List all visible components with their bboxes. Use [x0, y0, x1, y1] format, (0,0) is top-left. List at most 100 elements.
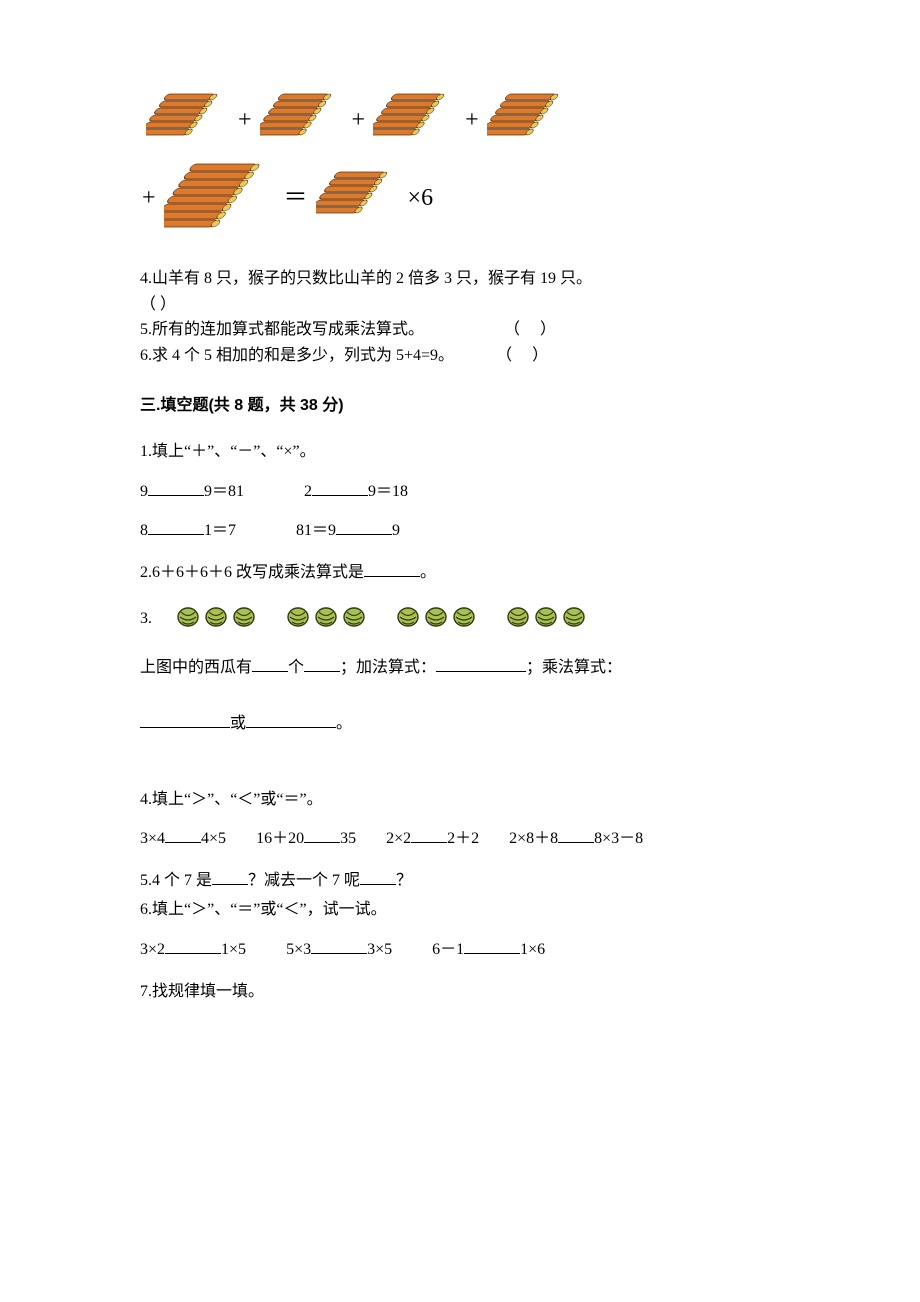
melon-icon [562, 605, 586, 627]
bundle-icon [146, 90, 230, 150]
blank[interactable] [252, 655, 288, 672]
blank[interactable] [148, 518, 204, 535]
blank[interactable] [311, 937, 367, 954]
txt: ？减去一个 7 呢 [248, 872, 360, 889]
tf-q4-text: 4.山羊有 8 只，猴子的只数比山羊的 2 倍多 3 只，猴子有 19 只。 [140, 270, 592, 287]
eq-item: 3×2 1×5 [140, 937, 246, 963]
blank[interactable] [148, 479, 204, 496]
fill-q3-line2: 或。 [140, 711, 780, 737]
melon-group [396, 605, 476, 627]
fill-q4-row: 3×44×5 16＋2035 2×22＋2 2×8＋88×3－8 [140, 826, 780, 852]
section-3-title: 三.填空题(共 8 题，共 38 分) [140, 393, 780, 419]
blank[interactable] [304, 655, 340, 672]
eq-item: 2 9＝18 [304, 479, 408, 505]
blank[interactable] [464, 937, 520, 954]
eq-item: 2×2 2＋2 [386, 826, 479, 852]
fill-q6-row: 3×2 1×5 5×33×5 6－11×6 [140, 937, 780, 963]
blank[interactable] [304, 826, 340, 843]
sticks-row-bottom: + ＝ ×6 [140, 160, 780, 236]
melon-icon [534, 605, 558, 627]
melon-icon [204, 605, 228, 627]
blank[interactable] [364, 560, 420, 577]
tf-q5-paren: （ ） [504, 317, 556, 343]
tf-q4: 4.山羊有 8 只，猴子的只数比山羊的 2 倍多 3 只，猴子有 19 只。 [140, 266, 780, 292]
page: + + + + ＝ ×6 4.山羊有 8 只，猴子的只数比山羊的 2 倍多 3 … [0, 0, 920, 1080]
melon-row [176, 605, 586, 627]
fill-q4: 4.填上“＞”、“＜”或“＝”。 3×44×5 16＋2035 2×22＋2 2… [140, 787, 780, 852]
txt: 。 [336, 715, 352, 732]
fill-q6-prompt: 6.填上“＞”、“＝”或“＜”，试一试。 [140, 897, 780, 923]
fill-q4-prompt: 4.填上“＞”、“＜”或“＝”。 [140, 787, 780, 813]
blank[interactable] [165, 826, 201, 843]
tf-q6-text: 6.求 4 个 5 相加的和是多少，列式为 5+4=9。 [140, 343, 454, 369]
fill-q2-post: 。 [420, 564, 436, 581]
equals-sign: ＝ [282, 179, 310, 217]
eq-item: 6－11×6 [432, 937, 545, 963]
eq-post: 1×5 [221, 941, 246, 958]
eq-pre: 3×2 [140, 941, 165, 958]
melon-icon [314, 605, 338, 627]
txt: ？ [396, 872, 412, 889]
tf-q4-paren: （ ） [140, 292, 780, 318]
eq-pre: 3×4 [140, 830, 165, 847]
melon-icon [506, 605, 530, 627]
eq-item: 81＝9 9 [296, 518, 400, 544]
eq-pre: 8 [140, 522, 148, 539]
tf-q6: 6.求 4 个 5 相加的和是多少，列式为 5+4=9。 （ ） [140, 343, 780, 369]
blank[interactable] [246, 711, 336, 728]
melon-icon [424, 605, 448, 627]
eq-post: 3×5 [367, 941, 392, 958]
eq-item: 81＝7 [140, 518, 236, 544]
melon-icon [342, 605, 366, 627]
eq-pre: 81＝9 [296, 522, 336, 539]
melon-icon [396, 605, 420, 627]
mult-suffix: ×6 [406, 179, 436, 217]
txt: 或 [230, 715, 246, 732]
blank[interactable] [558, 826, 594, 843]
tf-q5: 5.所有的连加算式都能改写成乘法算式。 （ ） [140, 317, 780, 343]
blank[interactable] [436, 655, 526, 672]
txt: 上图中的西瓜有 [140, 659, 252, 676]
sticks-row-top: + + + [140, 90, 780, 150]
blank[interactable] [140, 711, 230, 728]
eq-post: 8×3－8 [594, 830, 643, 847]
melon-group [506, 605, 586, 627]
fill-q5: 5.4 个 7 是 ？减去一个 7 呢 ？ [140, 868, 780, 894]
eq-item: 5×33×5 [286, 937, 392, 963]
eq-post: 9 [392, 522, 400, 539]
melon-group [286, 605, 366, 627]
plus-icon: + [140, 179, 158, 217]
tf-block: 4.山羊有 8 只，猴子的只数比山羊的 2 倍多 3 只，猴子有 19 只。 （… [140, 266, 780, 368]
fill-q3: 3. 上图中的西瓜有个；加法算 [140, 601, 780, 736]
eq-pre: 16＋20 [256, 830, 304, 847]
fill-q1-row2: 81＝7 81＝9 9 [140, 518, 780, 544]
eq-item: 2×8＋88×3－8 [509, 826, 643, 852]
txt: ；乘法算式： [526, 659, 622, 676]
fill-q3-label: 3. [140, 606, 152, 632]
blank[interactable] [411, 826, 447, 843]
txt: 5.4 个 7 是 [140, 872, 212, 889]
bundle-icon [487, 90, 571, 150]
eq-pre: 2×2 [386, 830, 411, 847]
fill-q1: 1.填上“＋”、“－”、“×”。 99＝81 29＝18 81＝7 81＝99 [140, 439, 780, 544]
melon-icon [286, 605, 310, 627]
eq-post: 9＝18 [368, 483, 408, 500]
eq-pre: 2 [304, 483, 312, 500]
eq-pre: 9 [140, 483, 148, 500]
eq-post: 4×5 [201, 830, 226, 847]
melon-group [176, 605, 256, 627]
bundle-icon [260, 90, 344, 150]
eq-item: 3×4 4×5 [140, 826, 226, 852]
txt: ；加法算式： [340, 659, 436, 676]
eq-post: 2＋2 [447, 830, 479, 847]
plus-icon: + [463, 101, 481, 139]
blank[interactable] [360, 868, 396, 885]
blank[interactable] [312, 479, 368, 496]
fill-q3-line1: 上图中的西瓜有个；加法算式：；乘法算式： [140, 655, 780, 681]
blank[interactable] [212, 868, 248, 885]
plus-icon: + [236, 101, 254, 139]
blank[interactable] [165, 937, 221, 954]
eq-post: 1×6 [520, 941, 545, 958]
fill-q1-prompt: 1.填上“＋”、“－”、“×”。 [140, 439, 780, 465]
blank[interactable] [336, 518, 392, 535]
